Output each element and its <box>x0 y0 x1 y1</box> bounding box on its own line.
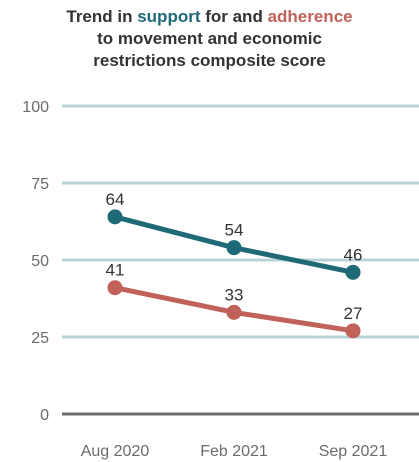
adherence-point <box>226 304 242 320</box>
adherence-data-label: 27 <box>344 304 363 323</box>
y-tick-label-0: 0 <box>40 407 49 424</box>
adherence-point <box>345 323 361 339</box>
x-tick-label: Feb 2021 <box>200 443 268 460</box>
support-point <box>226 240 242 256</box>
title-pre: Trend in <box>66 7 138 26</box>
x-tick-label: Aug 2020 <box>81 443 150 460</box>
adherence-data-label: 41 <box>106 261 125 280</box>
y-tick-label-25: 25 <box>31 330 49 347</box>
support-point <box>107 209 123 225</box>
y-tick-label-75: 75 <box>31 176 49 193</box>
series-adherence: 41 33 27 <box>106 261 363 339</box>
series-support: 64 54 46 <box>106 190 363 280</box>
title-adherence-word: adherence <box>267 7 353 26</box>
y-tick-label-50: 50 <box>31 253 49 270</box>
support-data-label: 54 <box>225 221 244 240</box>
title-line-2: to movement and economic <box>97 29 322 48</box>
y-axis-ticks: 0 25 50 75 100 <box>22 99 49 424</box>
gridlines <box>62 104 419 416</box>
title-line-3: restrictions composite score <box>93 51 326 70</box>
title-mid: for and <box>200 7 268 26</box>
support-data-label: 64 <box>106 190 125 209</box>
chart-title: Trend in support for and adherence to mo… <box>0 6 419 72</box>
x-axis-ticks: Aug 2020 Feb 2021 Sep 2021 <box>81 443 388 460</box>
title-support-word: support <box>137 7 201 26</box>
support-data-label: 46 <box>344 245 363 264</box>
adherence-point <box>107 280 123 296</box>
support-point <box>345 264 361 280</box>
x-tick-label: Sep 2021 <box>319 443 388 460</box>
y-tick-label-100: 100 <box>22 99 49 116</box>
adherence-data-label: 33 <box>225 285 244 304</box>
series: 64 54 46 41 33 27 <box>106 190 363 339</box>
